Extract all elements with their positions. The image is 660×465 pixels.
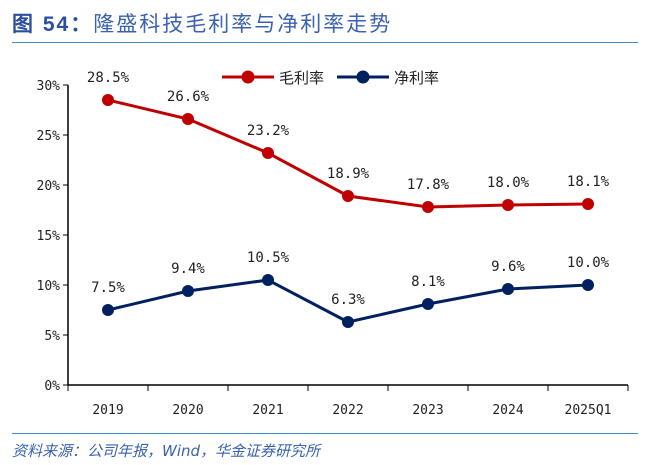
data-label: 18.9% (327, 166, 370, 182)
x-tick-label: 2020 (172, 403, 203, 418)
data-label: 7.5% (91, 280, 125, 296)
data-label: 18.0% (487, 175, 530, 191)
legend-marker (241, 70, 255, 84)
source-note: 资料来源：公司年报，Wind，华金证券研究所 (12, 442, 321, 460)
data-point (102, 304, 114, 316)
data-label: 10.5% (247, 250, 290, 266)
data-label: 9.4% (171, 261, 205, 277)
data-point (262, 147, 274, 159)
chart-title: 图 54：隆盛科技毛利率与净利率走势 (12, 8, 392, 38)
data-label: 17.8% (407, 177, 450, 193)
data-point (342, 190, 354, 202)
legend-label: 毛利率 (279, 69, 324, 87)
x-tick-label: 2022 (332, 403, 363, 418)
data-label: 28.5% (87, 70, 130, 86)
y-tick-label: 0% (44, 379, 60, 394)
data-point (102, 94, 114, 106)
data-label: 10.0% (567, 255, 610, 271)
data-label: 6.3% (331, 292, 365, 308)
line-chart: 0% 5% 10% 15% 20% 25% 30% 2019 2020 2021 2022 2023 2… (37, 69, 629, 418)
data-label: 8.1% (411, 274, 445, 290)
x-tick-label: 2019 (92, 403, 123, 418)
data-label: 23.2% (247, 123, 290, 139)
data-label: 18.1% (567, 174, 610, 190)
data-point (502, 283, 514, 295)
y-tick-label: 25% (37, 129, 61, 144)
y-tick-label: 20% (37, 179, 61, 194)
data-point (422, 201, 434, 213)
title-text: 隆盛科技毛利率与净利率走势 (93, 12, 393, 36)
data-point (182, 113, 194, 125)
data-label: 26.6% (167, 89, 210, 105)
legend-marker (356, 70, 370, 84)
source-rule (12, 433, 638, 434)
data-point (342, 316, 354, 328)
x-tick-label: 2025Q1 (565, 403, 612, 418)
data-point (582, 198, 594, 210)
data-point (422, 298, 434, 310)
data-label: 9.6% (491, 259, 525, 275)
y-tick-label: 30% (37, 79, 61, 94)
figure-number: 图 54： (12, 13, 94, 36)
x-tick-label: 2023 (412, 403, 443, 418)
data-point (582, 279, 594, 291)
data-point (182, 285, 194, 297)
title-rule (12, 42, 638, 43)
x-tick-label: 2021 (252, 403, 283, 418)
x-tick-label: 2024 (492, 403, 523, 418)
y-tick-label: 10% (37, 279, 61, 294)
y-tick-label: 15% (37, 229, 61, 244)
data-point (262, 274, 274, 286)
y-tick-label: 5% (44, 329, 60, 344)
legend-label: 净利率 (394, 69, 439, 87)
data-point (502, 199, 514, 211)
